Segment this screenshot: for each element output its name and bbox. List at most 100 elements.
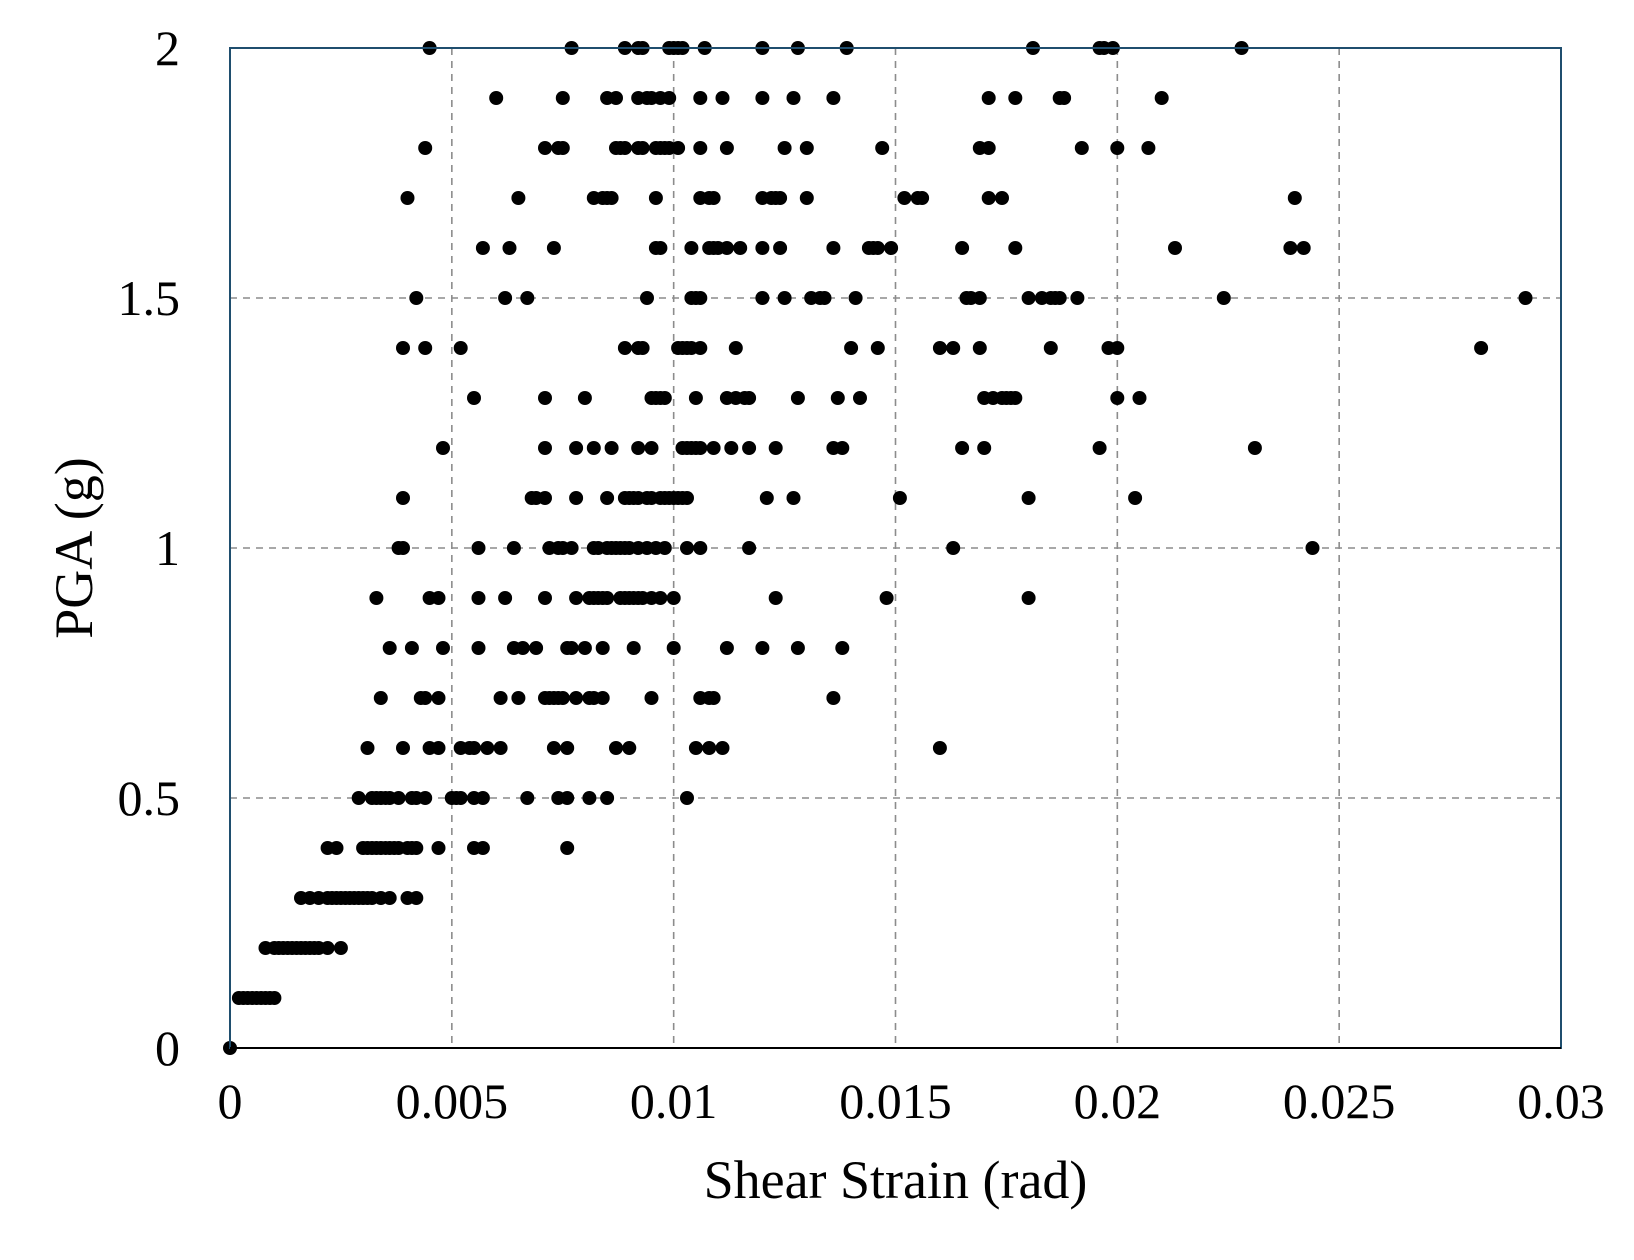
data-point [431,591,446,605]
data-point [569,691,584,705]
data-point [404,641,419,655]
data-point [267,991,282,1005]
data-point [835,441,850,455]
data-point [1296,241,1311,255]
data-point [1008,391,1023,405]
data-point [853,391,867,405]
data-point [972,291,987,305]
data-point [546,241,561,255]
data-point [431,841,446,855]
data-point [790,391,805,405]
x-tick-label: 0.03 [1517,1073,1605,1129]
data-point [1070,291,1085,305]
data-point [897,191,912,205]
data-point [1518,291,1533,305]
x-tick-label: 0.025 [1283,1073,1396,1129]
data-point [1057,91,1072,105]
data-point [369,591,384,605]
data-point [1283,241,1298,255]
data-point [511,691,526,705]
data-point [640,291,654,305]
data-point [569,591,584,605]
x-axis-ticks: 0 0.005 0.01 0.015 0.02 0.025 0.03 [218,1073,1605,1129]
y-axis-ticks: 0 0.5 1 1.5 2 [118,20,181,1076]
data-point [835,641,850,655]
data-point [329,841,344,855]
data-point [475,841,490,855]
data-point [1141,141,1156,155]
data-point [693,441,708,455]
data-point [972,341,987,355]
data-point [480,741,495,755]
data-point [884,241,899,255]
data-point [555,691,570,705]
data-point [932,741,947,755]
data-point [475,791,490,805]
data-point [396,491,410,505]
data-point [648,191,663,205]
data-points [223,41,1533,1055]
data-point [706,691,721,705]
data-point [1110,391,1125,405]
data-point [706,441,721,455]
data-point [657,541,672,555]
data-point [693,91,708,105]
data-point [742,391,757,405]
data-point [719,241,734,255]
data-point [755,241,770,255]
data-point [799,141,814,155]
data-point [391,791,406,805]
data-point [875,141,890,155]
data-point [768,591,783,605]
data-point [844,341,859,355]
data-point [706,191,721,205]
data-point [1216,291,1231,305]
data-point [493,691,508,705]
data-point [471,541,486,555]
data-point [538,441,552,455]
data-point [657,391,672,405]
data-point [595,641,610,655]
data-point [436,441,450,455]
data-point [604,191,619,205]
data-point [715,91,730,105]
data-point [1168,241,1182,255]
data-point [382,641,397,655]
data-point [1128,491,1143,505]
y-tick-label: 1 [155,520,180,576]
data-point [453,791,468,805]
data-point [453,341,468,355]
data-point [609,91,623,105]
data-point [724,441,739,455]
data-point [564,641,579,655]
data-point [396,741,410,755]
data-point [981,191,996,205]
data-point [382,891,397,905]
y-tick-label: 1.5 [118,270,181,326]
data-point [892,491,907,505]
data-point [418,341,433,355]
data-point [351,791,366,805]
data-point [830,391,845,405]
data-point [759,491,774,505]
data-point [693,141,708,155]
data-point [870,241,885,255]
data-point [728,341,743,355]
x-axis-title: Shear Strain (rad) [704,1150,1088,1210]
data-point [609,741,623,755]
data-point [333,941,348,955]
data-point [586,441,601,455]
data-point [879,591,894,605]
data-point [702,741,717,755]
data-point [635,341,650,355]
data-point [693,541,708,555]
y-axis-title: PGA (g) [44,457,104,639]
data-point [955,441,970,455]
data-point [538,591,552,605]
data-point [742,541,757,555]
data-point [773,191,788,205]
data-point [418,141,433,155]
data-point [538,491,552,505]
data-point [626,641,641,655]
